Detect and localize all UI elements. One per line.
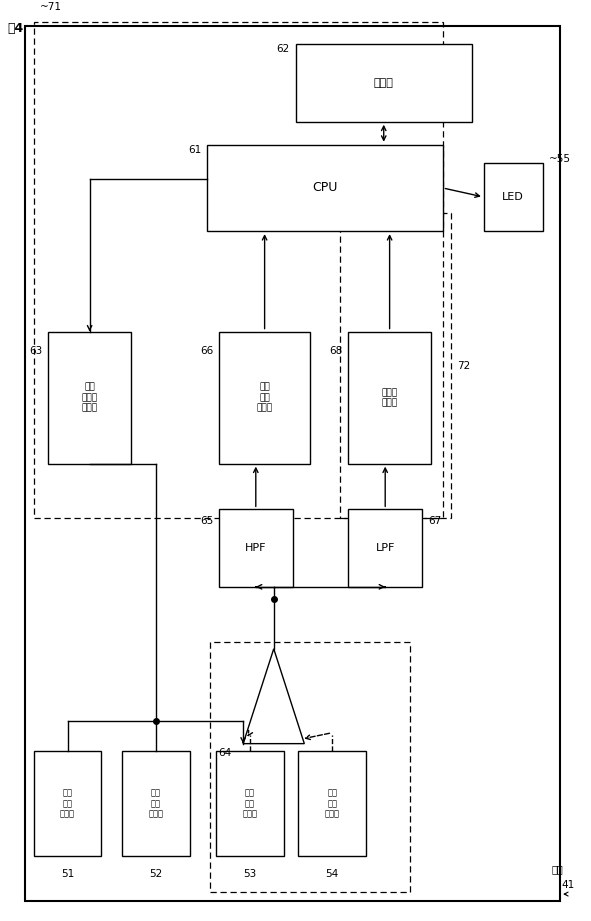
Text: HPF: HPF	[245, 543, 267, 554]
Text: LED: LED	[502, 192, 524, 202]
Bar	[298, 751, 366, 856]
Bar	[219, 509, 293, 587]
Bar	[34, 751, 102, 856]
Bar	[340, 213, 452, 519]
Bar	[349, 332, 431, 464]
Bar	[48, 332, 131, 464]
Text: 68: 68	[329, 346, 343, 356]
Text: ~71: ~71	[40, 3, 61, 12]
Text: 53: 53	[243, 869, 256, 880]
Bar	[483, 163, 543, 231]
Text: 65: 65	[200, 516, 213, 526]
Text: ~55: ~55	[548, 154, 570, 164]
Text: 脈波
検出
受光部: 脈波 検出 受光部	[148, 788, 163, 818]
Text: 61: 61	[188, 145, 202, 155]
Text: 図4: 図4	[7, 21, 24, 34]
Bar	[122, 751, 190, 856]
Bar	[207, 145, 443, 231]
Text: 脈波
検出
光源部: 脈波 検出 光源部	[242, 788, 258, 818]
Text: 72: 72	[457, 361, 470, 371]
Text: 心拍数
検出部: 心拍数 検出部	[382, 388, 398, 407]
Text: 無線
送受信
処理部: 無線 送受信 処理部	[82, 383, 98, 413]
Text: 66: 66	[200, 346, 213, 356]
Text: 脈波
検出
受光部: 脈波 検出 受光部	[325, 788, 340, 818]
Text: 64: 64	[218, 748, 232, 758]
Text: 脈波
検出
光源部: 脈波 検出 光源部	[60, 788, 75, 818]
Bar	[210, 642, 410, 892]
Bar	[216, 751, 284, 856]
Bar	[34, 21, 443, 519]
Text: CPU: CPU	[312, 181, 337, 194]
Text: 62: 62	[277, 44, 290, 54]
Bar	[296, 44, 472, 122]
Bar	[219, 332, 310, 464]
Bar	[349, 509, 422, 587]
Text: 51: 51	[61, 869, 74, 880]
Text: 63: 63	[30, 346, 43, 356]
Text: 54: 54	[326, 869, 339, 880]
Text: 脈波
算出
処理部: 脈波 算出 処理部	[256, 383, 272, 413]
Text: 本体: 本体	[551, 865, 563, 874]
Text: 52: 52	[149, 869, 163, 880]
Text: 67: 67	[428, 516, 441, 526]
Text: 41: 41	[561, 880, 574, 890]
Text: メモリ: メモリ	[374, 78, 394, 88]
Text: LPF: LPF	[375, 543, 395, 554]
